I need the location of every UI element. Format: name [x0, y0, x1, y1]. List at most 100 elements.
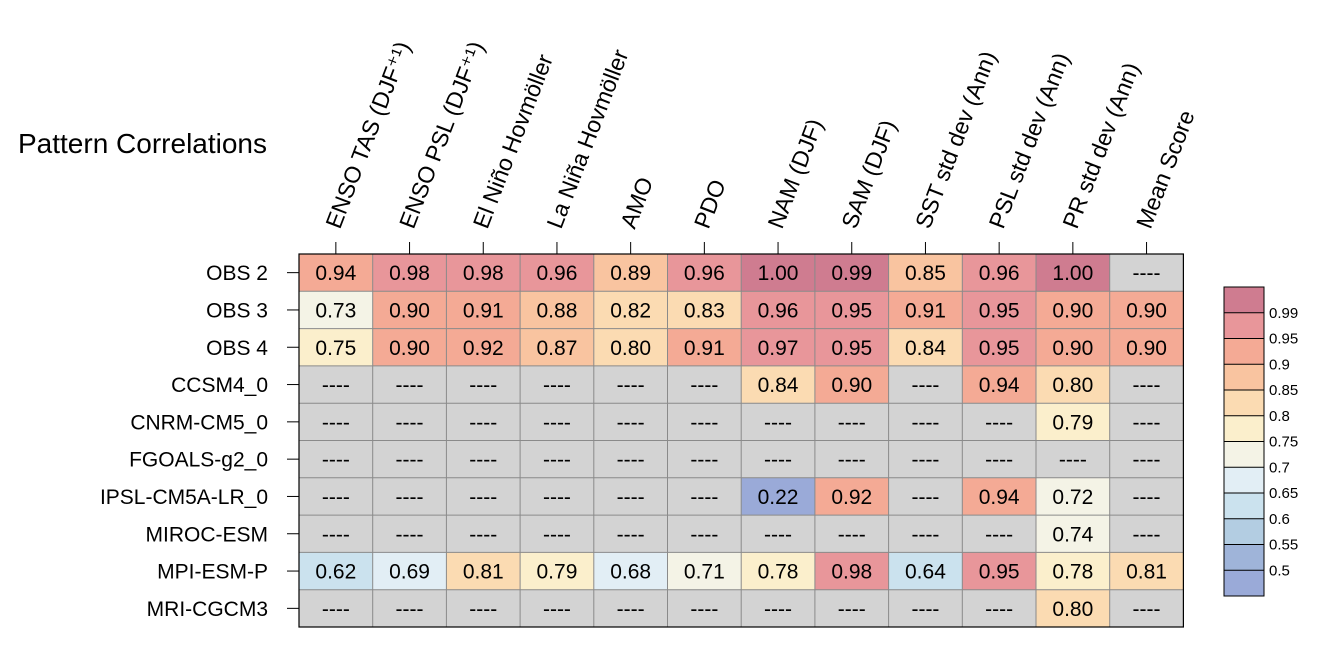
heatmap-grid	[298, 253, 1185, 628]
colorbar-swatch	[1224, 415, 1264, 442]
cell-value: ----	[617, 411, 645, 434]
heatmap-cell	[372, 328, 447, 366]
cell-value: ----	[469, 449, 497, 472]
cell-value: 0.84	[758, 374, 799, 397]
cell-value: 0.92	[463, 337, 504, 360]
cell-value: 0.85	[905, 262, 946, 285]
heatmap-cell	[962, 515, 1036, 553]
cell-value: ----	[985, 449, 1013, 472]
heatmap-cell	[593, 515, 668, 553]
heatmap-cell	[520, 515, 594, 553]
row-label: FGOALS-g2_0	[129, 449, 268, 472]
cell-value: 0.75	[315, 337, 356, 360]
heatmap-cell	[372, 477, 447, 516]
heatmap-cell	[888, 403, 963, 441]
cell-value: 0.91	[684, 337, 725, 360]
cell-value: 0.96	[684, 262, 725, 285]
colorbar-swatch	[1224, 364, 1264, 390]
cell-value: ----	[322, 523, 350, 546]
column-label: PR std dev (Ann)	[1057, 59, 1144, 232]
cell-value: 0.98	[831, 561, 872, 584]
heatmap-cell	[814, 291, 889, 329]
cell-value: ----	[911, 486, 939, 509]
cell-value: ----	[838, 449, 866, 472]
heatmap-cell	[299, 254, 373, 292]
heatmap-cell	[667, 291, 742, 329]
heatmap-cell	[372, 403, 447, 441]
heatmap-cell	[814, 477, 889, 516]
cell-value: 0.22	[758, 486, 799, 509]
row-label: OBS 3	[206, 299, 268, 322]
cell-value: ----	[911, 523, 939, 546]
heatmap-cell	[446, 515, 521, 553]
cell-value: ----	[322, 411, 350, 434]
cell-value: ----	[764, 449, 792, 472]
heatmap-cell	[520, 477, 594, 516]
colorbar-tick-label: 0.8	[1269, 408, 1290, 425]
heatmap-cell	[1036, 589, 1110, 627]
cell-value: 0.95	[979, 299, 1020, 322]
cell-value: ----	[764, 598, 792, 621]
heatmap-cell	[962, 403, 1036, 441]
colorbar-swatch	[1224, 312, 1264, 339]
heatmap-cell	[520, 403, 594, 441]
cell-value: ----	[543, 486, 571, 509]
cell-value: ----	[838, 598, 866, 621]
heatmap-cell	[446, 254, 521, 292]
heatmap-cell	[888, 552, 963, 590]
cell-value: 0.91	[463, 299, 504, 322]
cell-value: ----	[690, 486, 718, 509]
heatmap-cell	[299, 403, 373, 441]
column-label: SAM (DJF)	[836, 116, 901, 231]
cell-value: ----	[469, 374, 497, 397]
heatmap-cell	[667, 403, 742, 441]
colorbar-tick-label: 0.7	[1269, 459, 1290, 476]
cell-value: 0.97	[758, 337, 799, 360]
row-label: OBS 2	[206, 262, 268, 285]
cell-value: ----	[1133, 486, 1161, 509]
heatmap-cell	[446, 365, 521, 404]
heatmap-cells: 0.94 0.98 0.98 0.96 0.89 0.96 1.00 0.99 0.85 0.96…	[299, 254, 1184, 627]
colorbar-tick-label: 0.5	[1269, 562, 1290, 579]
cell-value: ----	[690, 598, 718, 621]
cell-value: 0.74	[1052, 523, 1093, 546]
heatmap-cell	[446, 440, 521, 478]
heatmap-cell	[814, 365, 889, 404]
heatmap-cell	[1036, 477, 1110, 516]
cell-value: ----	[911, 449, 939, 472]
cell-value: ----	[690, 523, 718, 546]
column-label: Mean Score	[1131, 107, 1200, 232]
cell-value: 0.88	[537, 299, 578, 322]
heatmap-cell	[1036, 403, 1110, 441]
cell-value: 0.99	[831, 262, 872, 285]
cell-value: ----	[396, 374, 424, 397]
cell-value: 0.78	[758, 561, 799, 584]
cell-value: 0.81	[1126, 561, 1167, 584]
column-label: PDO	[689, 176, 731, 232]
heatmap-cell	[1109, 365, 1184, 404]
heatmap-cell	[741, 552, 815, 590]
cell-value: ----	[838, 411, 866, 434]
colorbar-swatch	[1224, 441, 1264, 468]
cell-value: 0.95	[831, 299, 872, 322]
heatmap-cell	[299, 477, 373, 516]
cell-value: ----	[396, 598, 424, 621]
colorbar-legend: 0.99 0.95 0.9 0.85 0.8 0.75 0.7 0.65 0.6 0.55 0.5	[1223, 286, 1298, 597]
heatmap-cell	[814, 552, 889, 590]
cell-value: 0.68	[610, 561, 651, 584]
heatmap-cell	[520, 254, 594, 292]
heatmap-cell	[888, 440, 963, 478]
column-label: AMO	[615, 174, 658, 232]
cell-value: ----	[1133, 449, 1161, 472]
heatmap-cell	[446, 589, 521, 627]
heatmap-cell	[1109, 291, 1184, 329]
heatmap-cell	[446, 291, 521, 329]
heatmap-cell	[667, 328, 742, 366]
heatmap-cell	[962, 328, 1036, 366]
cell-value: 1.00	[1052, 262, 1093, 285]
cell-value: ----	[911, 598, 939, 621]
colorbar-tick-label: 0.6	[1269, 511, 1290, 528]
heatmap-cell	[1109, 254, 1184, 292]
heatmap-cell	[667, 365, 742, 404]
heatmap-cell	[593, 328, 668, 366]
